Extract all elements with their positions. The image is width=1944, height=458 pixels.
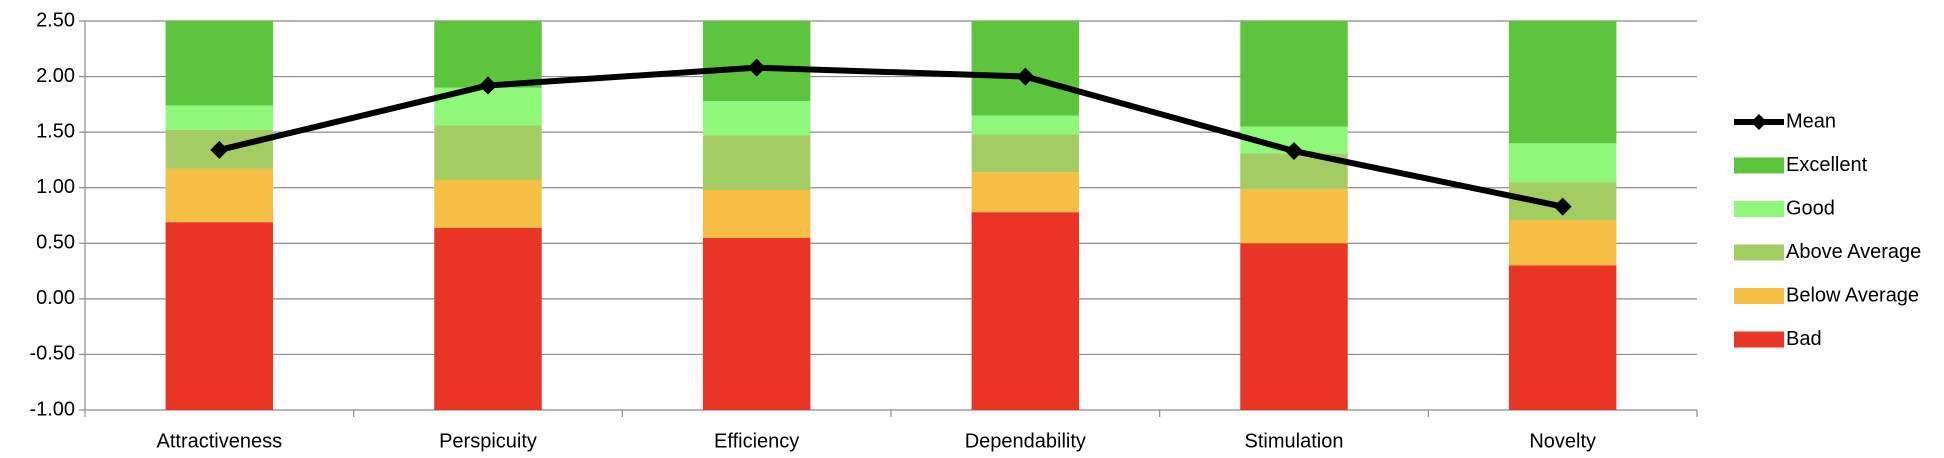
bar-segment xyxy=(1508,219,1617,266)
bar-segment xyxy=(971,172,1080,213)
y-tick-label: 1.50 xyxy=(36,120,75,142)
bar-segment xyxy=(1240,21,1348,127)
x-tick-label: Efficiency xyxy=(714,430,799,452)
bar-segment xyxy=(1508,265,1617,410)
legend-marker xyxy=(1751,114,1767,130)
bar-segment xyxy=(165,222,274,410)
bar-segment xyxy=(702,135,811,190)
y-tick-label: 1.00 xyxy=(36,176,75,198)
x-tick-label: Stimulation xyxy=(1245,430,1344,452)
x-tick-label: Novelty xyxy=(1529,430,1596,452)
legend-swatch xyxy=(1734,244,1784,261)
bar-segment xyxy=(702,237,811,410)
mean-marker xyxy=(479,76,497,95)
y-tick-label: 2.50 xyxy=(36,9,75,31)
bar-segment xyxy=(1240,243,1348,410)
bar-segment xyxy=(971,212,1080,410)
mean-marker xyxy=(210,140,229,159)
mean-marker xyxy=(1016,67,1035,86)
mean-marker xyxy=(1285,142,1303,161)
y-tick-label: 0.50 xyxy=(36,232,75,254)
legend-swatch xyxy=(1734,331,1784,348)
legend-label: Bad xyxy=(1786,328,1822,350)
legend-label: Above Average xyxy=(1786,241,1921,263)
legend-swatch xyxy=(1734,201,1784,217)
bar-segment xyxy=(165,105,274,130)
legend-swatch xyxy=(1734,288,1784,304)
bar-segment xyxy=(1508,21,1617,144)
bar-segment xyxy=(434,179,542,228)
bar-segment xyxy=(165,21,274,106)
x-tick-label: Attractiveness xyxy=(157,430,283,452)
legend-label: Mean xyxy=(1786,110,1836,132)
x-tick-label: Dependability xyxy=(965,430,1086,452)
bar-segment xyxy=(434,227,542,410)
bar-segment xyxy=(434,125,542,180)
bar-segment xyxy=(1508,143,1617,183)
legend-label: Below Average xyxy=(1786,284,1919,306)
legend-label: Good xyxy=(1786,197,1835,219)
mean-marker xyxy=(747,58,766,77)
legend-label: Excellent xyxy=(1786,154,1868,176)
mean-marker xyxy=(1553,197,1572,216)
y-tick-label: 2.00 xyxy=(36,65,75,87)
mean-line xyxy=(218,64,1564,210)
bar-segment xyxy=(971,134,1080,173)
x-tick-label: Perspicuity xyxy=(439,430,537,452)
y-tick-label: -0.50 xyxy=(29,343,75,365)
legend-swatch xyxy=(1734,157,1784,174)
y-tick-label: 0.00 xyxy=(36,287,75,309)
bar-segment xyxy=(702,101,811,136)
bar-segment xyxy=(702,189,811,238)
bar-segment xyxy=(165,168,274,223)
y-tick-label: -1.00 xyxy=(29,398,75,420)
bar-segment xyxy=(971,115,1080,135)
bar-segment xyxy=(1240,188,1348,244)
